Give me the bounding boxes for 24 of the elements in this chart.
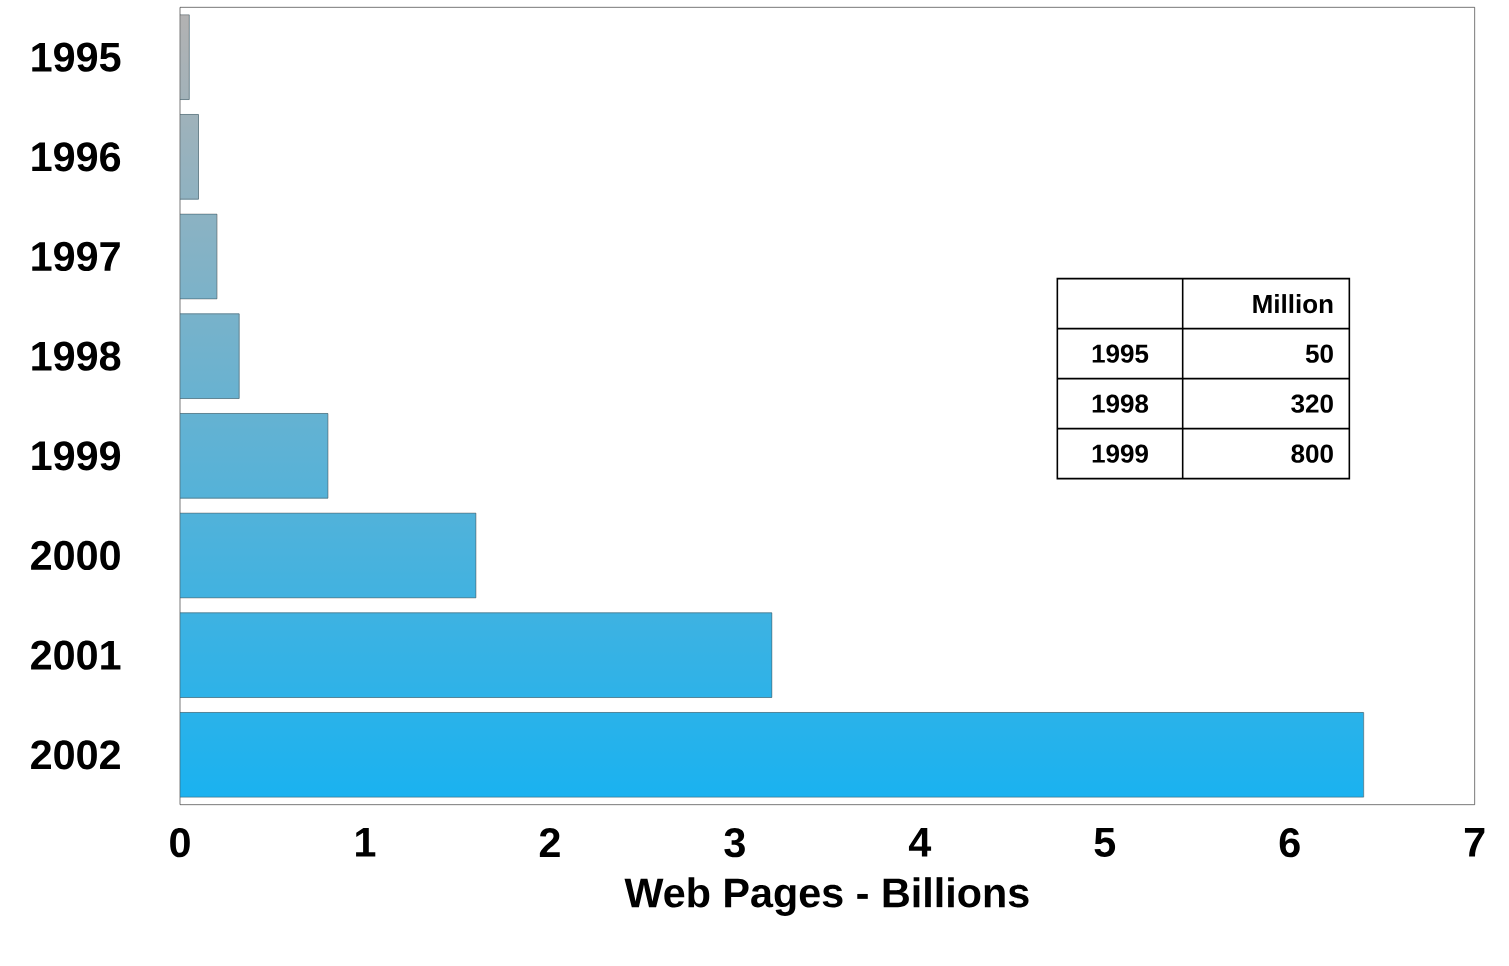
annotation: Million: [1253, 294, 1333, 314]
annotation: 800: [1291, 444, 1333, 463]
y-tick-label: 1997: [32, 241, 120, 272]
x-axis-title: Web Pages - Billions: [624, 877, 1029, 916]
y-tick-label: 1995: [32, 42, 121, 72]
annotation: 320: [1291, 394, 1333, 413]
x-tick-label: 4: [908, 828, 932, 857]
annotation: 1999: [1092, 444, 1148, 463]
y-tick-label: 2001: [31, 640, 121, 670]
x-tick-label: 6: [1279, 828, 1300, 858]
x-tick-label: 0: [170, 828, 190, 858]
y-tick-label: 1996: [32, 142, 121, 172]
y-tick-label: 2002: [31, 740, 120, 770]
y-tick-label: 2000: [31, 540, 120, 571]
x-tick-label: 7: [1464, 828, 1485, 857]
annotation: 1995: [1092, 344, 1149, 363]
x-tick-label: 3: [724, 828, 745, 858]
annotation: 50: [1305, 344, 1333, 363]
x-tick-label: 5: [1094, 828, 1116, 857]
annotation: 1998: [1092, 394, 1149, 413]
x-tick-label: 2: [539, 828, 560, 857]
x-tick-label: 1: [356, 828, 376, 857]
y-tick-label: 1998: [32, 341, 121, 371]
y-tick-label: 1999: [32, 441, 121, 471]
